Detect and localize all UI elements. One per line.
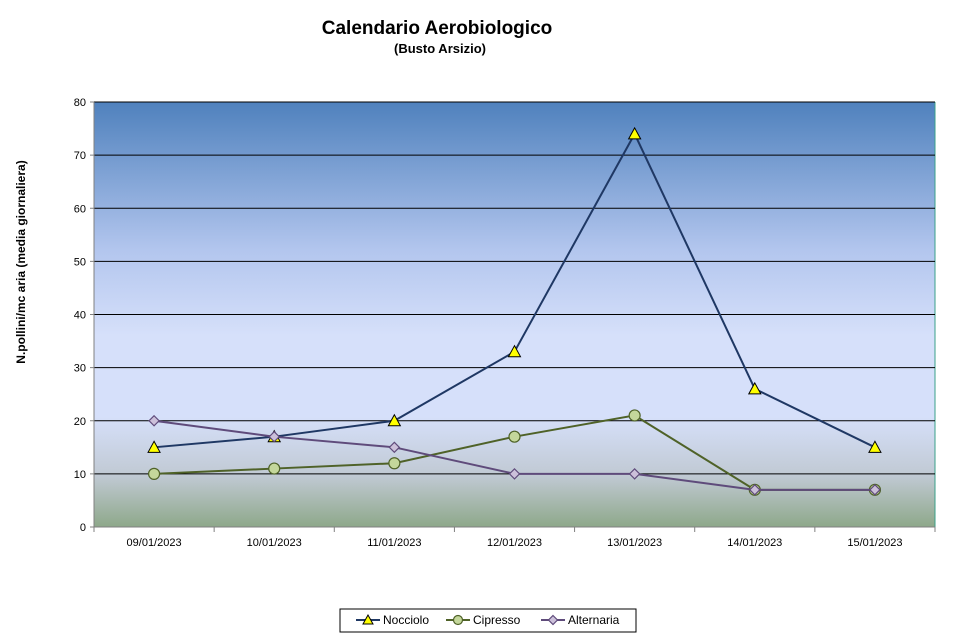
legend-item-alternaria: Alternaria	[541, 613, 620, 627]
data-point-nocciolo	[387, 413, 402, 427]
chart-title: Calendario Aerobiologico	[322, 18, 553, 39]
data-point-alternaria	[628, 468, 641, 480]
data-point-alternaria	[268, 430, 281, 443]
data-point-nocciolo	[868, 440, 882, 453]
y-tick-label: 40	[74, 310, 86, 322]
legend-marker-cipresso	[452, 614, 464, 626]
data-point-nocciolo	[627, 126, 642, 140]
y-tick-label: 20	[74, 416, 86, 428]
x-tick-label: 11/01/2023	[367, 537, 421, 549]
legend-item-cipresso: Cipresso	[446, 613, 521, 627]
legend-marker-alternaria	[547, 614, 559, 626]
series-alternaria	[148, 414, 881, 496]
x-tick-label: 09/01/2023	[127, 537, 182, 549]
y-tick-label: 80	[74, 97, 86, 109]
data-point-alternaria	[508, 468, 521, 480]
x-tick-labels: 09/01/2023 10/01/2023 11/01/2023 12/01/2023…	[93, 527, 936, 549]
legend-label-alternaria: Alternaria	[568, 613, 620, 627]
data-point-nocciolo	[747, 381, 762, 395]
y-tick-label: 60	[74, 203, 86, 215]
legend-marker-nocciolo	[362, 613, 374, 625]
series-group	[147, 126, 882, 496]
data-point-alternaria	[148, 414, 160, 427]
x-tick-label: 10/01/2023	[247, 537, 302, 549]
data-point-cipresso	[268, 462, 281, 475]
data-point-nocciolo	[507, 344, 522, 358]
data-point-alternaria	[748, 483, 761, 496]
x-tick-label: 13/01/2023	[607, 537, 662, 549]
y-tick-labels: 0 10 20 30 40 50 60 70 80	[74, 97, 94, 534]
x-tick-label: 12/01/2023	[487, 537, 542, 549]
y-tick-label: 50	[74, 256, 86, 268]
data-point-alternaria	[388, 441, 401, 454]
y-tick-label: 10	[74, 469, 86, 481]
legend-label-nocciolo: Nocciolo	[383, 613, 429, 627]
y-axis-label: N.pollini/mc aria (media giornaliera)	[14, 160, 28, 363]
legend-box	[339, 608, 637, 633]
legend: Nocciolo Cipresso Alternaria	[339, 608, 637, 633]
y-tick-label: 30	[74, 363, 86, 375]
legend-label-cipresso: Cipresso	[473, 613, 521, 627]
data-point-cipresso	[147, 467, 161, 480]
data-point-cipresso	[508, 430, 521, 443]
chart-subtitle: (Busto Arsizio)	[394, 41, 486, 56]
data-point-cipresso	[388, 457, 401, 470]
data-point-nocciolo	[147, 440, 161, 453]
legend-item-nocciolo: Nocciolo	[356, 613, 429, 627]
x-tick-label: 15/01/2023	[847, 537, 902, 549]
data-point-alternaria	[869, 483, 881, 496]
data-point-cipresso	[628, 409, 641, 422]
x-tick-label: 14/01/2023	[727, 537, 782, 549]
y-tick-label: 0	[80, 522, 86, 534]
y-tick-label: 70	[74, 150, 86, 162]
